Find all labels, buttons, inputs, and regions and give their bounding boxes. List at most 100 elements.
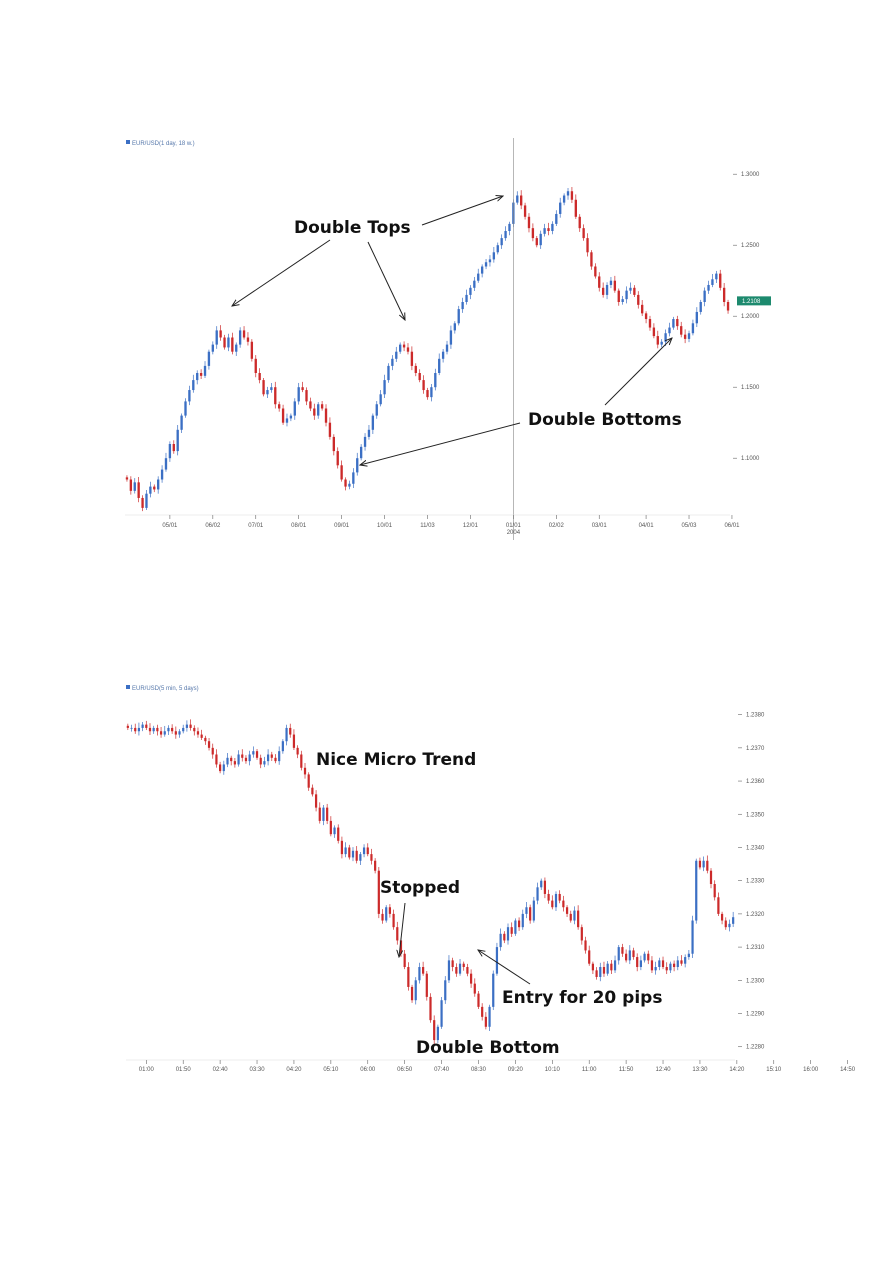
candle xyxy=(559,197,562,218)
y-tick-label: 1.1000 xyxy=(741,456,760,462)
candle xyxy=(668,322,671,337)
candle xyxy=(137,722,141,736)
candle xyxy=(359,444,363,461)
x-tick-label: 04/01 xyxy=(639,523,655,529)
candle xyxy=(525,901,528,919)
candle xyxy=(625,949,628,963)
candle xyxy=(252,746,255,758)
candle xyxy=(621,295,624,305)
x-tick-label: 07/01 xyxy=(248,523,264,529)
candle xyxy=(672,316,675,330)
candle xyxy=(492,246,496,263)
candle xyxy=(207,349,211,370)
candle xyxy=(211,341,214,355)
candle xyxy=(351,847,355,862)
candle xyxy=(687,330,691,343)
candle xyxy=(307,772,310,791)
candle xyxy=(317,402,320,419)
candle xyxy=(188,385,191,406)
candle xyxy=(488,1004,491,1032)
candle xyxy=(451,957,454,972)
candle xyxy=(732,911,735,928)
candle xyxy=(226,753,229,768)
candle xyxy=(465,289,468,305)
candle xyxy=(636,953,639,972)
candle xyxy=(332,434,335,456)
candle xyxy=(246,332,250,346)
candle xyxy=(695,307,698,328)
candle xyxy=(531,223,535,242)
x-tick-label: 10/01 xyxy=(377,523,393,529)
candle xyxy=(449,325,453,349)
candle xyxy=(495,942,499,976)
candle xyxy=(481,1003,484,1021)
last-price-tag: 1.2108 xyxy=(737,296,771,306)
candle xyxy=(337,824,340,844)
candle xyxy=(340,460,343,482)
candle xyxy=(713,880,716,901)
candle xyxy=(588,945,591,966)
candle xyxy=(726,299,730,314)
candle xyxy=(605,282,609,300)
x-tick-label: 03:30 xyxy=(250,1067,266,1073)
candle xyxy=(383,374,386,399)
candle xyxy=(414,977,417,1005)
candle xyxy=(720,911,724,925)
candle xyxy=(211,743,214,759)
candle xyxy=(248,750,251,766)
candle xyxy=(159,727,163,738)
candle xyxy=(680,955,683,966)
candle xyxy=(676,956,679,971)
candle xyxy=(336,447,339,469)
candle xyxy=(547,889,550,904)
candle xyxy=(440,997,443,1029)
candle xyxy=(480,264,484,278)
candle xyxy=(473,276,476,291)
candle xyxy=(660,339,663,348)
candle xyxy=(577,905,580,930)
candle xyxy=(230,755,233,766)
x-tick-label: 10:10 xyxy=(545,1067,561,1073)
candle xyxy=(691,915,694,958)
x-tick-label: 07:40 xyxy=(434,1067,450,1073)
entry-arrow xyxy=(478,950,531,985)
candle xyxy=(453,321,456,334)
candle xyxy=(399,342,402,354)
candle xyxy=(348,480,351,490)
candle xyxy=(654,961,657,975)
eurusd-daily-chart: EUR/USD(1 day, 18 w.) 1.3000 1.2500 1.2000… xyxy=(125,138,771,540)
candle xyxy=(215,326,218,349)
candle xyxy=(506,923,510,945)
candle xyxy=(504,226,507,241)
candle xyxy=(163,725,166,737)
candle xyxy=(591,961,595,975)
candle xyxy=(255,749,259,760)
candle xyxy=(555,210,558,227)
candle xyxy=(529,904,532,924)
y-tick-label: 1.2280 xyxy=(746,1045,765,1051)
candle xyxy=(362,844,366,858)
candle xyxy=(484,259,488,270)
candle xyxy=(461,297,464,313)
candle xyxy=(613,955,617,973)
candle xyxy=(683,329,687,344)
candle xyxy=(594,263,597,279)
candle xyxy=(180,413,183,433)
y-tick-label: 1.2330 xyxy=(746,879,765,885)
double-tops-arrow-1 xyxy=(232,239,331,306)
candle xyxy=(641,300,644,317)
candle xyxy=(164,452,168,472)
double-bottoms-arrow-1 xyxy=(360,422,521,465)
candle xyxy=(125,475,129,482)
candle xyxy=(539,230,542,249)
candle xyxy=(609,276,613,289)
candle xyxy=(429,993,432,1023)
candle xyxy=(672,960,676,972)
candle xyxy=(152,725,155,734)
candle xyxy=(508,221,511,236)
candle xyxy=(418,369,421,383)
candle xyxy=(227,333,230,352)
candle xyxy=(263,756,266,768)
candle xyxy=(172,440,175,454)
y-tick-label: 1.2350 xyxy=(746,812,765,818)
